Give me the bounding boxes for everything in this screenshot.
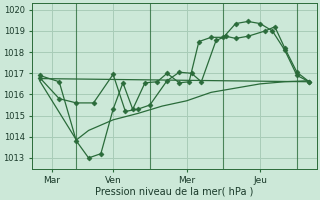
X-axis label: Pression niveau de la mer( hPa ): Pression niveau de la mer( hPa ) <box>95 187 253 197</box>
